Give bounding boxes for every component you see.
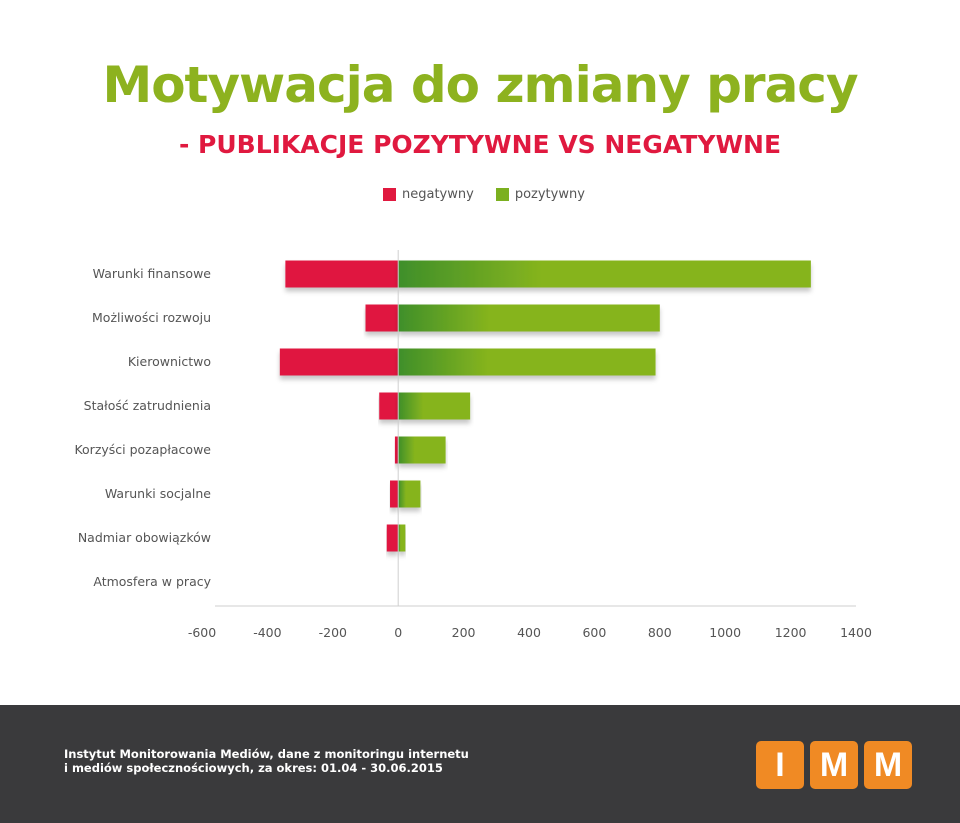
category-label: Stałość zatrudnienia [84,398,211,413]
bar-negative [365,304,399,332]
footer: Instytut Monitorowania Mediów, dane z mo… [0,705,960,823]
category-label: Korzyści pozapłacowe [74,442,211,457]
legend-label-positive: pozytywny [514,186,585,202]
category-label: Warunki finansowe [93,266,212,281]
x-tick-label: -600 [188,625,216,640]
x-tick-label: 200 [452,625,476,640]
bar-positive [398,348,656,376]
bar-negative [386,524,399,552]
logo-letter: I [756,741,804,789]
legend-swatch-positive [495,187,509,201]
category-label: Atmosfera w pracy [93,574,211,589]
category-labels: Warunki finansowe Możliwości rozwoju Kiero… [74,266,211,589]
category-label: Nadmiar obowiązków [78,530,211,545]
bar-negative [379,392,399,420]
x-tick-label: 400 [517,625,541,640]
legend-item-negative: negatywny [383,187,474,202]
x-tick-label: -400 [253,625,281,640]
footer-line-1: Instytut Monitorowania Mediów, dane z mo… [64,747,469,761]
legend-item-positive: pozytywny [495,186,585,202]
bars-layer [279,260,811,552]
logo-letter: M [810,741,858,789]
footer-line-2: i mediów społecznościowych, za okres: 01… [64,761,443,775]
bar-negative [390,480,399,508]
bar-chart: -600 -400 -200 0 200 400 600 800 1000 1200 1400 Wa… [74,250,872,640]
x-tick-label: 800 [648,625,672,640]
x-tick-label: 0 [394,625,402,640]
legend-swatch-negative [383,187,396,201]
bar-negative [279,348,399,376]
bar-positive [398,304,660,332]
x-tick-label: 600 [582,625,606,640]
bar-negative [285,260,399,288]
category-label: Warunki socjalne [105,486,211,501]
chart-title: Motywacja do zmiany pracy [102,56,858,114]
legend-label-negative: negatywny [402,186,474,202]
bar-positive [398,480,421,508]
chart-subtitle: - PUBLIKACJE POZYTYWNE VS NEGATYWNE [178,130,782,159]
bar-positive [398,260,811,288]
logo-letter: M [864,741,912,789]
bar-negative [394,436,399,464]
category-label: Możliwości rozwoju [92,310,211,325]
category-label: Kierownictwo [128,354,211,369]
bar-positive [398,436,446,464]
imm-logo: I M M [756,741,918,789]
footer-source-text: Instytut Monitorowania Mediów, dane z mo… [64,747,564,775]
x-axis: -600 -400 -200 0 200 400 600 800 1000 1200 1400 [188,250,872,640]
x-tick-label: 1000 [709,625,741,640]
x-tick-label: 1400 [840,625,872,640]
chart-legend: negatywny pozytywny [383,186,607,202]
x-tick-label: -200 [319,625,347,640]
bar-positive [398,392,471,420]
bar-positive [398,524,406,552]
x-tick-label: 1200 [775,625,807,640]
